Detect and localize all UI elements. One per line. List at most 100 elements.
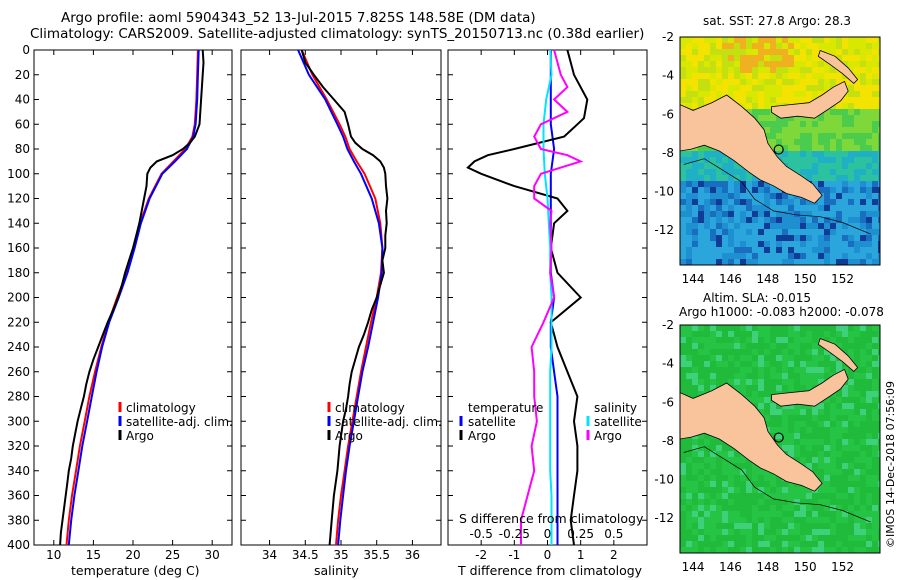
map-cell <box>734 199 740 205</box>
map-cell <box>770 73 776 79</box>
map-cell <box>728 337 734 343</box>
map-cell <box>686 49 692 55</box>
map-cell <box>854 253 860 259</box>
map-cell <box>716 157 722 163</box>
map-cell <box>830 235 836 241</box>
map-cell <box>704 541 710 547</box>
map-lat-label: -4 <box>662 69 674 83</box>
map-cell <box>752 97 758 103</box>
map-cell <box>710 43 716 49</box>
map-cell <box>686 175 692 181</box>
map-cell <box>872 157 878 163</box>
map-cell <box>812 127 818 133</box>
depth-tick-label: 320 <box>7 439 30 453</box>
map-cell <box>776 97 782 103</box>
map-cell <box>728 37 734 43</box>
map-cell <box>782 121 788 127</box>
map-cell <box>710 73 716 79</box>
map-cell <box>686 445 692 451</box>
map-cell <box>866 61 872 67</box>
map-cell <box>836 421 842 427</box>
depth-tick-label: 0 <box>22 43 30 57</box>
map-cell <box>860 517 866 523</box>
map-cell <box>710 151 716 157</box>
map-cell <box>854 211 860 217</box>
map-cell <box>824 43 830 49</box>
map-cell <box>722 511 728 517</box>
map-cell <box>728 535 734 541</box>
map-cell <box>692 361 698 367</box>
map-cell <box>788 325 794 331</box>
map-cell <box>824 475 830 481</box>
map-cell <box>878 169 880 175</box>
map-cell <box>806 199 812 205</box>
map-cell <box>734 475 740 481</box>
map-cell <box>878 403 880 409</box>
map-cell <box>836 541 842 547</box>
map-cell <box>842 127 848 133</box>
map-cell <box>866 439 872 445</box>
map-cell <box>746 493 752 499</box>
map-cell <box>704 259 710 265</box>
map-cell <box>752 499 758 505</box>
map-cell <box>728 517 734 523</box>
map-cell <box>698 529 704 535</box>
map-cell <box>800 403 806 409</box>
map-cell <box>860 175 866 181</box>
map-cell <box>800 79 806 85</box>
map-cell <box>686 511 692 517</box>
map-cell <box>794 115 800 121</box>
map-cell <box>686 217 692 223</box>
map-cell <box>848 55 854 61</box>
map-cell <box>716 367 722 373</box>
map-cell <box>872 433 878 439</box>
map-cell <box>776 235 782 241</box>
map-cell <box>806 223 812 229</box>
map-cell <box>866 403 872 409</box>
map-cell <box>854 205 860 211</box>
map-cell <box>680 469 686 475</box>
map-cell <box>740 175 746 181</box>
map-cell <box>806 61 812 67</box>
map-cell <box>830 367 836 373</box>
map-cell <box>866 241 872 247</box>
map-cell <box>782 253 788 259</box>
map-cell <box>830 469 836 475</box>
map-cell <box>842 433 848 439</box>
map-cell <box>776 361 782 367</box>
map-cell <box>854 379 860 385</box>
map-cell <box>794 55 800 61</box>
map-cell <box>860 325 866 331</box>
map-cell <box>854 37 860 43</box>
map-cell <box>848 235 854 241</box>
map-cell <box>866 157 872 163</box>
map-cell <box>866 541 872 547</box>
map-cell <box>794 79 800 85</box>
map-cell <box>746 103 752 109</box>
map-cell <box>812 43 818 49</box>
map-cell <box>770 475 776 481</box>
map-cell <box>854 355 860 361</box>
sla-map-frame <box>679 324 881 554</box>
map-cell <box>740 85 746 91</box>
map-cell <box>686 259 692 265</box>
depth-tick-label: 300 <box>7 414 30 428</box>
map-cell <box>854 529 860 535</box>
map-cell <box>794 91 800 97</box>
map-cell <box>878 499 880 505</box>
map-cell <box>854 475 860 481</box>
map-cell <box>854 517 860 523</box>
map-cell <box>746 385 752 391</box>
map-cell <box>680 487 686 493</box>
map-cell <box>716 379 722 385</box>
map-cell <box>812 343 818 349</box>
map-cell <box>842 343 848 349</box>
map-cell <box>794 163 800 169</box>
map-cell <box>818 439 824 445</box>
map-cell <box>746 355 752 361</box>
map-cell <box>806 373 812 379</box>
map-cell <box>716 517 722 523</box>
depth-tick-label: 140 <box>7 216 30 230</box>
map-cell <box>716 199 722 205</box>
map-cell <box>704 241 710 247</box>
